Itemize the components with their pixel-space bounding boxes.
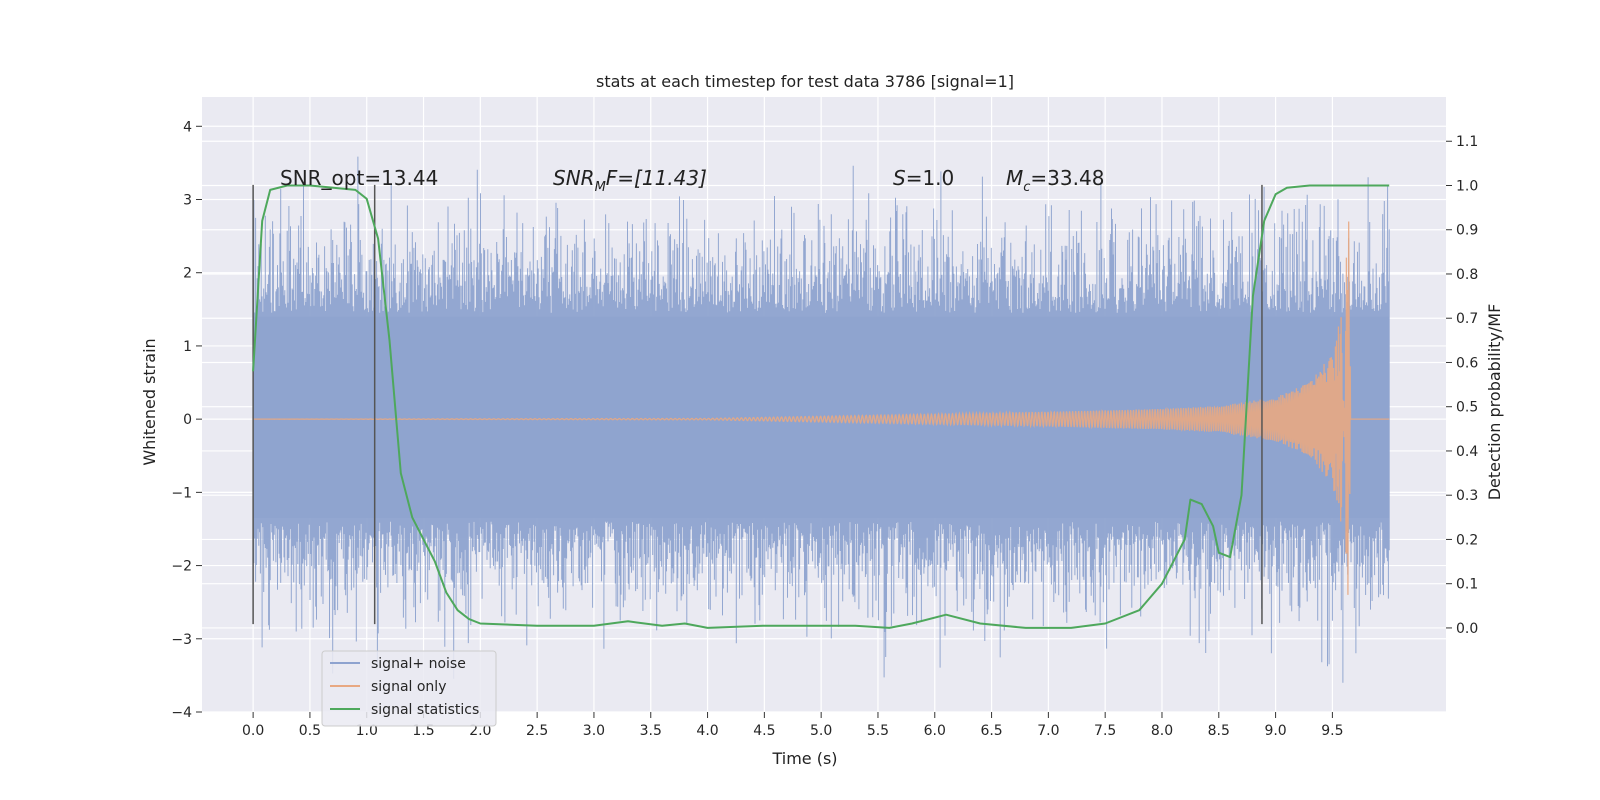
x-tick-label: 5.5 — [867, 723, 889, 739]
y-axis-right: 1.1 1.0 0.9 0.8 0.7 0.6 0.5 0.4 0.3 0.2 0.1 0.0 — [1446, 134, 1478, 637]
x-tick-label: 8.5 — [1208, 723, 1230, 739]
y2-tick-label: 1.0 — [1456, 178, 1478, 194]
annotation-snr-mf: SNRMF=[11.43] — [553, 166, 707, 195]
x-tick-label: 4.0 — [696, 723, 718, 739]
x-tick-label: 5.0 — [810, 723, 832, 739]
x-tick-label: 7.5 — [1094, 723, 1116, 739]
marker-vlines — [252, 184, 1263, 625]
x-tick-label: 0.0 — [242, 723, 264, 739]
y-tick-label: 2 — [183, 266, 192, 282]
x-tick-label: 3.5 — [640, 723, 662, 739]
y-tick-label: 4 — [183, 119, 192, 135]
annotation-s: S=1.0 — [893, 166, 954, 190]
legend-label-stat: signal statistics — [371, 702, 479, 718]
y2-tick-label: 1.1 — [1456, 134, 1478, 150]
annotation-snr-opt: SNR_opt=13.44 — [280, 166, 438, 190]
s-italic: S — [893, 166, 906, 190]
y-tick-label: 3 — [183, 193, 192, 209]
legend: signal+ noise signal only signal statist… — [321, 650, 497, 727]
annotation-mc: Mc=33.48 — [1006, 166, 1104, 195]
signal-trace — [253, 221, 1390, 595]
x-axis-label: Time (s) — [771, 749, 837, 768]
y-axis-left: 4 3 2 1 0 −1 −2 −3 −4 — [171, 119, 202, 721]
snr-mf-base: SNR — [553, 166, 595, 190]
x-tick-label: 7.0 — [1037, 723, 1059, 739]
y2-tick-label: 0.2 — [1456, 532, 1478, 548]
x-tick-label: 0.5 — [299, 723, 321, 739]
y2-tick-label: 0.0 — [1456, 621, 1478, 637]
x-tick-label: 6.5 — [980, 723, 1002, 739]
x-tick-label: 9.5 — [1321, 723, 1343, 739]
legend-box — [321, 650, 497, 727]
x-tick-label: 8.0 — [1151, 723, 1173, 739]
snr-mf-rest: F=[11.43] — [606, 166, 707, 190]
y2-axis-label: Detection probability/MF — [1485, 304, 1504, 501]
snr-mf-rest-text: F=[11.43] — [606, 166, 707, 190]
series-signal-statistics — [252, 184, 1390, 629]
x-tick-label: 1.0 — [356, 723, 378, 739]
x-tick-label: 2.0 — [469, 723, 491, 739]
mc-sub: c — [1023, 180, 1030, 195]
x-tick-label: 6.0 — [924, 723, 946, 739]
s-rest: =1.0 — [906, 166, 955, 190]
chart-title: stats at each timestep for test data 378… — [596, 72, 1014, 91]
x-tick-label: 1.5 — [412, 723, 434, 739]
snr-mf-sub: M — [595, 180, 606, 195]
y-tick-label: −4 — [171, 705, 192, 721]
y-tick-label: −1 — [171, 485, 192, 501]
y2-tick-label: 0.1 — [1456, 577, 1478, 593]
mc-rest: =33.48 — [1030, 166, 1104, 190]
y-tick-label: −2 — [171, 559, 192, 575]
y2-tick-label: 0.9 — [1456, 223, 1478, 239]
mc-italic: M — [1006, 166, 1023, 190]
y-tick-label: −3 — [171, 632, 192, 648]
y2-tick-label: 0.5 — [1456, 400, 1478, 416]
x-tick-label: 9.0 — [1264, 723, 1286, 739]
y-tick-label: 1 — [183, 339, 192, 355]
y-tick-label: 0 — [183, 412, 192, 428]
x-axis: 0.0 0.5 1.0 1.5 2.0 2.5 3.0 3.5 4.0 4.5 5.0 5.5 6.0 6… — [242, 712, 1344, 739]
y2-tick-label: 0.8 — [1456, 267, 1478, 283]
x-tick-label: 3.0 — [583, 723, 605, 739]
x-tick-label: 2.5 — [526, 723, 548, 739]
stat-line — [252, 184, 1390, 629]
y2-tick-label: 0.4 — [1456, 444, 1478, 460]
y2-tick-label: 0.6 — [1456, 355, 1478, 371]
legend-label-signal: signal only — [371, 679, 446, 695]
y-axis-label: Whitened strain — [140, 338, 159, 465]
legend-label-noise: signal+ noise — [371, 656, 466, 672]
series-signal-only — [253, 221, 1390, 595]
y2-tick-label: 0.7 — [1456, 311, 1478, 327]
y2-tick-label: 0.3 — [1456, 488, 1478, 504]
x-tick-label: 4.5 — [753, 723, 775, 739]
